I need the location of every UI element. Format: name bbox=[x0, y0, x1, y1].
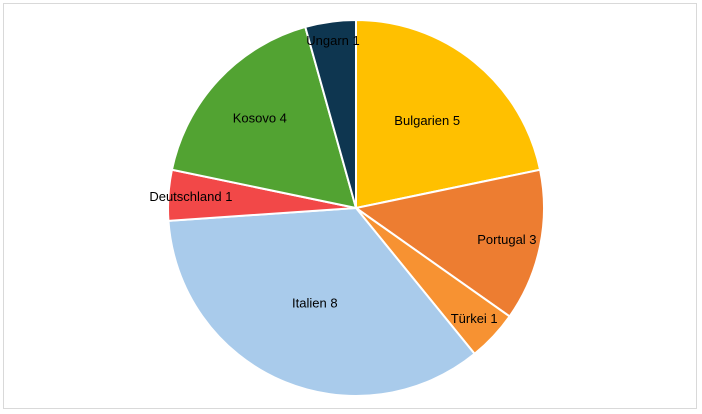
slice-label-italien: Italien 8 bbox=[292, 295, 338, 310]
pie-slice-kosovo bbox=[170, 25, 358, 210]
pie-slices bbox=[167, 18, 545, 397]
pie-slice-portugal bbox=[353, 168, 545, 318]
slice-label-portugal: Portugal 3 bbox=[477, 232, 536, 247]
pie-slice-bulgarien bbox=[355, 18, 542, 210]
pie-slice-ungarn bbox=[304, 18, 357, 209]
slice-label-türkei: Türkei 1 bbox=[451, 311, 498, 326]
slice-labels: Bulgarien 5 Portugal 3 Türkei 1 Italien 8 De… bbox=[149, 33, 536, 326]
pie-slice-italien bbox=[167, 206, 477, 397]
slice-label-bulgarien: Bulgarien 5 bbox=[394, 113, 460, 128]
slice-label-kosovo: Kosovo 4 bbox=[233, 111, 287, 126]
slice-label-deutschland: Deutschland 1 bbox=[149, 189, 232, 204]
slice-label-ungarn: Ungarn 1 bbox=[306, 33, 359, 48]
